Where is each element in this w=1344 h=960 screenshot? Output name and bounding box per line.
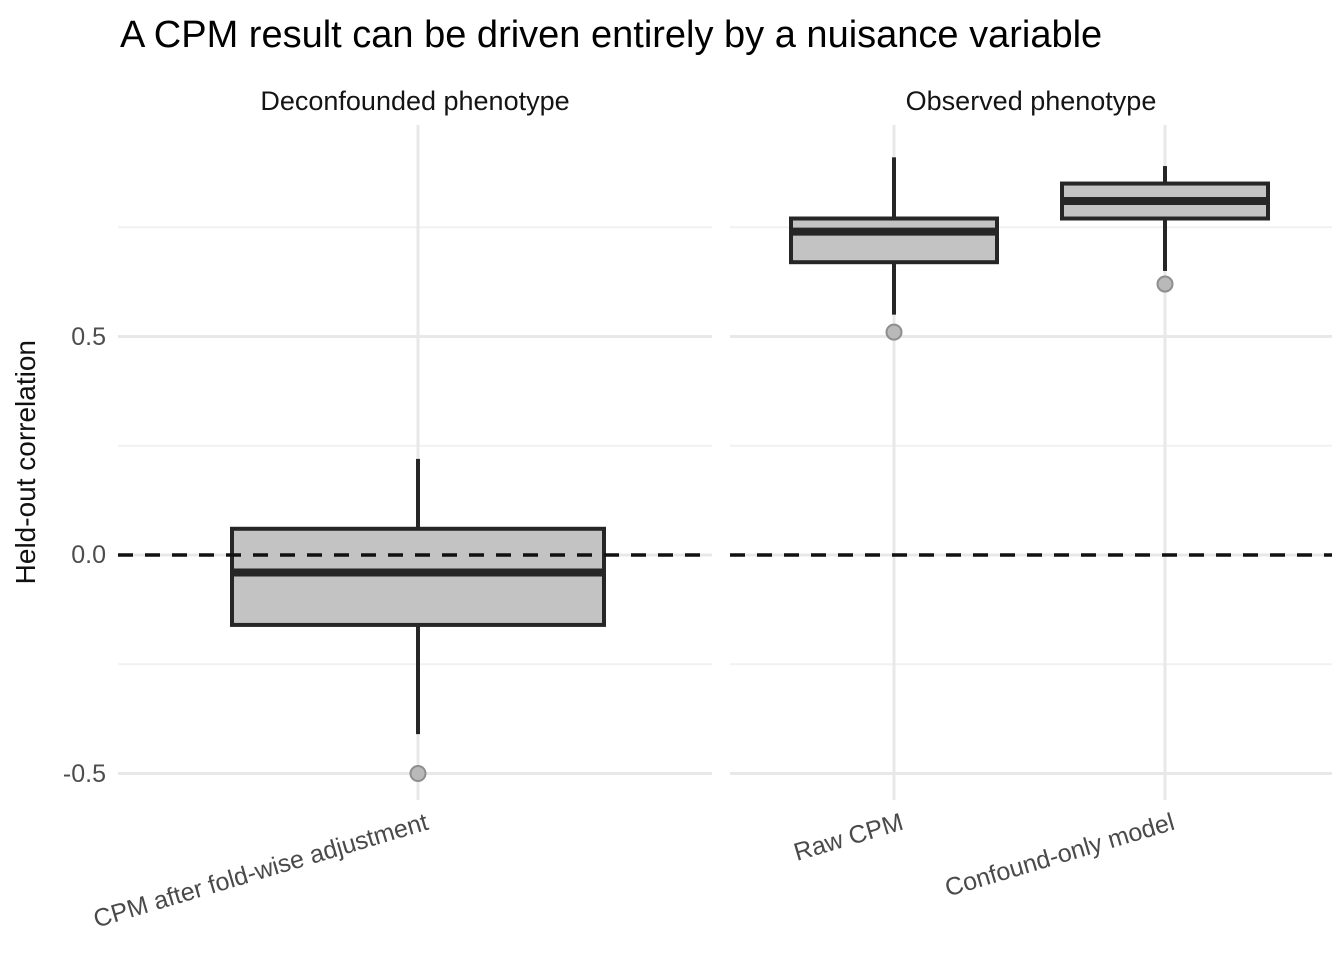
- y-axis-tick-label: 0.5: [71, 322, 106, 351]
- boxplot-box: [230, 526, 606, 627]
- outlier-point: [409, 765, 427, 782]
- outlier-point: [1156, 275, 1174, 293]
- facet-label: Observed phenotype: [905, 86, 1157, 116]
- outlier-point: [885, 323, 903, 341]
- boxplot-box: [789, 216, 999, 265]
- y-axis-tick-label: 0.0: [71, 541, 106, 569]
- y-axis-tick-label: -0.5: [62, 759, 106, 788]
- plot-title: A CPM result can be driven entirely by a…: [120, 14, 1103, 56]
- facet-label: Deconfounded phenotype: [260, 86, 570, 116]
